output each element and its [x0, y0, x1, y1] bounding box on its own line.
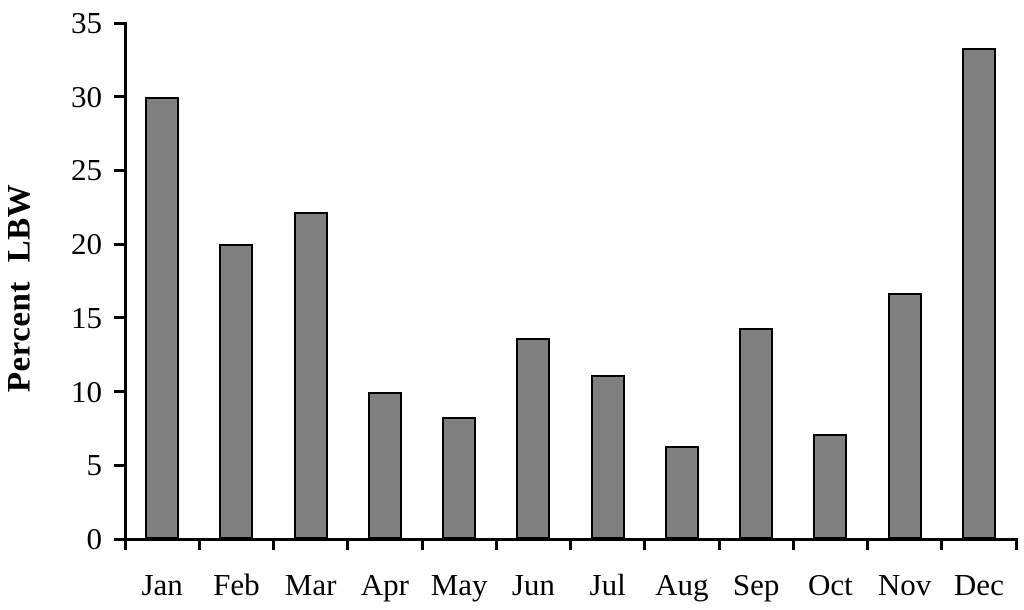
- x-tick-label-sep: Sep: [732, 567, 780, 602]
- y-tick-30: [113, 95, 125, 99]
- bar-oct: [813, 434, 848, 539]
- y-tick-0: [113, 537, 125, 541]
- bar-feb: [219, 244, 254, 539]
- x-tick-7: [643, 540, 647, 550]
- x-tick-4: [420, 540, 424, 550]
- bar-apr: [367, 391, 402, 539]
- x-tick-2: [272, 540, 275, 550]
- y-tick-35: [113, 21, 125, 25]
- y-tick-25: [113, 168, 125, 172]
- x-tick-9: [791, 540, 795, 550]
- x-tick-label-apr: Apr: [360, 567, 409, 602]
- x-axis-line: [123, 537, 1018, 541]
- x-tick-12: [1014, 540, 1018, 550]
- x-tick-label-jun: Jun: [511, 567, 555, 602]
- x-tick-10: [866, 540, 869, 550]
- y-tick-5: [113, 463, 125, 467]
- y-tick-label-15: 15: [71, 299, 102, 335]
- bar-jul: [590, 375, 625, 539]
- bar-sep: [739, 328, 774, 539]
- x-tick-label-jan: Jan: [141, 567, 183, 602]
- bar-aug: [664, 446, 699, 539]
- x-tick-label-nov: Nov: [877, 567, 932, 602]
- x-tick-6: [569, 540, 572, 550]
- y-tick-label-5: 5: [86, 447, 103, 483]
- x-tick-label-aug: Aug: [655, 567, 709, 602]
- x-tick-label-jul: Jul: [589, 567, 626, 602]
- y-tick-10: [113, 390, 125, 394]
- x-tick-label-may: May: [430, 567, 488, 602]
- y-axis-line: [123, 21, 127, 541]
- x-tick-label-oct: Oct: [807, 567, 853, 602]
- x-tick-11: [940, 540, 944, 550]
- y-tick-label-20: 20: [71, 226, 102, 262]
- bar-jun: [516, 338, 551, 539]
- y-tick-label-25: 25: [71, 152, 102, 188]
- x-tick-label-feb: Feb: [213, 567, 260, 602]
- bar-jan: [145, 96, 180, 539]
- y-tick-20: [113, 242, 125, 246]
- x-tick-5: [494, 540, 498, 550]
- x-tick-1: [197, 540, 201, 550]
- y-tick-15: [113, 316, 125, 320]
- bar-mar: [293, 211, 328, 539]
- bar-dec: [961, 48, 996, 539]
- bar-may: [442, 416, 477, 539]
- y-tick-label-0: 0: [86, 521, 103, 556]
- x-tick-3: [346, 540, 350, 550]
- y-tick-label-35: 35: [71, 5, 102, 40]
- x-tick-label-dec: Dec: [953, 567, 1004, 602]
- x-tick-8: [717, 540, 721, 550]
- y-tick-label-10: 10: [71, 373, 102, 409]
- x-tick-label-mar: Mar: [284, 567, 337, 602]
- y-axis-title: Percent LBW: [1, 183, 38, 393]
- bar-nov: [887, 292, 922, 539]
- x-tick-0: [123, 540, 127, 550]
- y-tick-label-30: 30: [71, 78, 102, 114]
